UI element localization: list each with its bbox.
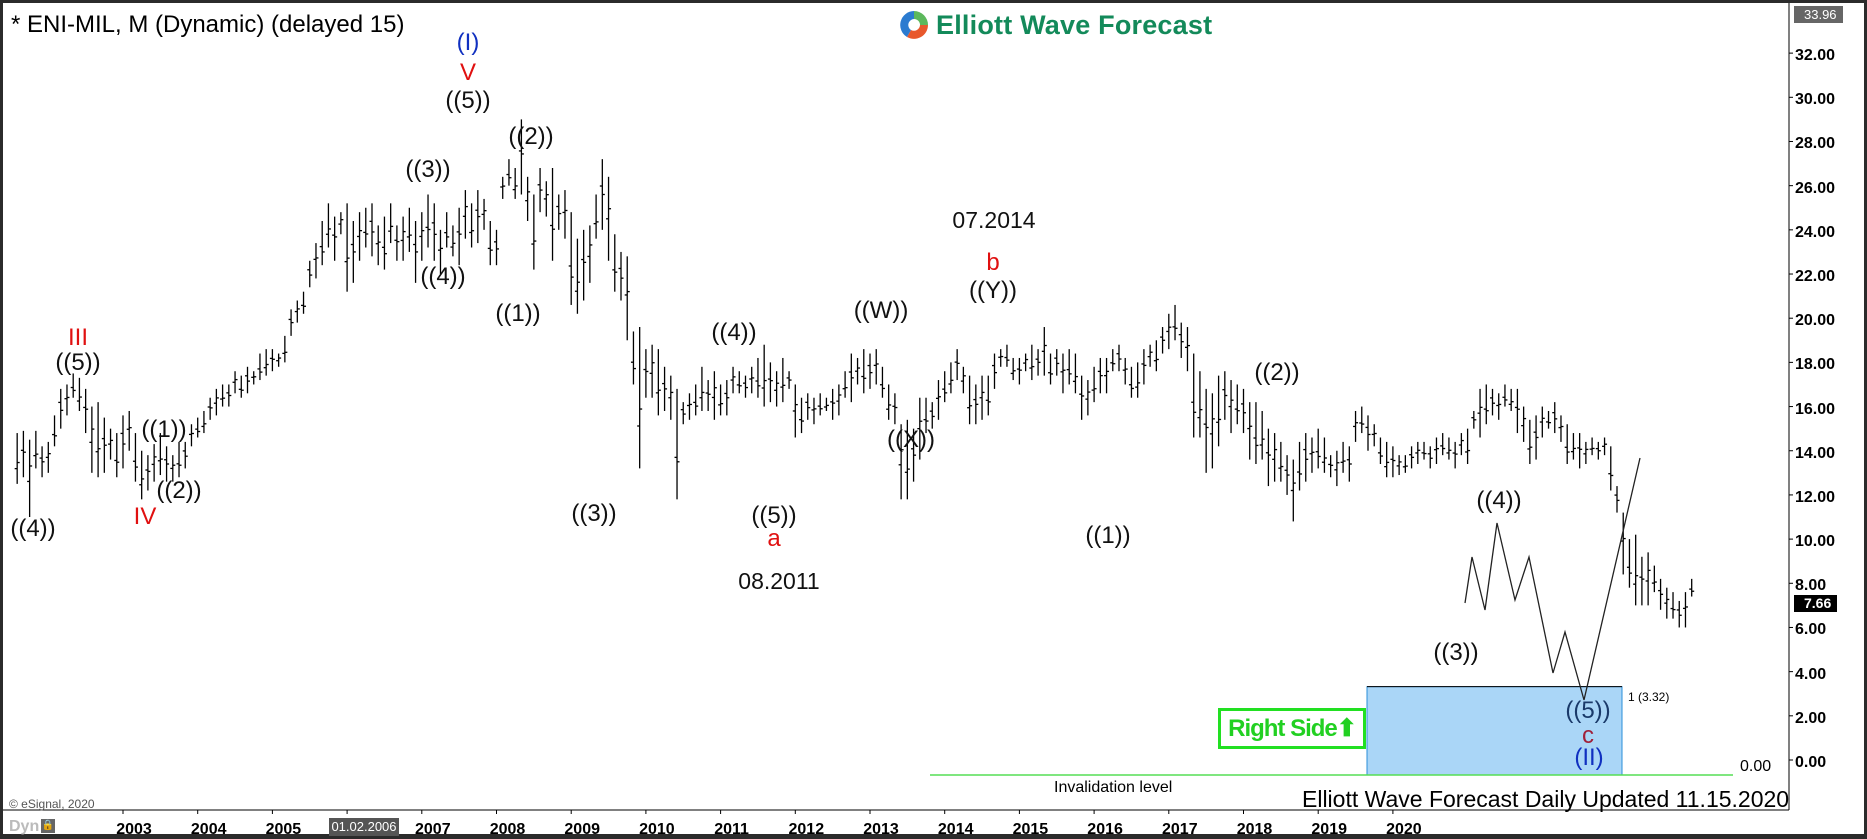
target-box bbox=[1366, 686, 1623, 776]
y-tick-label: 26.00 bbox=[1795, 179, 1836, 197]
invalidation-label: Invalidation level bbox=[1054, 779, 1173, 796]
arrow-up-icon: ⬆ bbox=[1336, 715, 1357, 742]
projection-path bbox=[1464, 457, 1641, 701]
wave-label: ((5)) bbox=[445, 87, 491, 114]
wave-label: ((4)) bbox=[10, 515, 56, 542]
x-tick-label: 2019 bbox=[1311, 821, 1347, 838]
wave-label: a bbox=[767, 525, 781, 552]
y-tick-label: 18.00 bbox=[1795, 356, 1836, 374]
wave-label: ((1)) bbox=[1085, 522, 1131, 549]
cursor-date-tag: 01.02.2006 bbox=[329, 818, 399, 836]
wave-label: 08.2011 bbox=[738, 568, 820, 594]
wave-label: ((5)) bbox=[55, 349, 101, 376]
wave-label: (I) bbox=[456, 29, 480, 56]
wave-label: ((2)) bbox=[156, 477, 202, 504]
wave-label: c bbox=[1582, 722, 1594, 749]
wave-label: ((4)) bbox=[1476, 487, 1522, 514]
y-tick-label: 14.00 bbox=[1795, 444, 1836, 462]
chart-title: * ENI-MIL, M (Dynamic) (delayed 15) bbox=[11, 11, 405, 38]
x-tick-label: 2005 bbox=[265, 821, 302, 838]
x-tick-label: 2011 bbox=[714, 821, 749, 838]
x-tick-label: 2016 bbox=[1087, 821, 1123, 838]
top-price-tag: 33.96 bbox=[1794, 6, 1843, 23]
right-side-label: Right Side bbox=[1228, 715, 1338, 742]
wave-label: ((X)) bbox=[887, 426, 935, 453]
current-price-tag: 7.66 bbox=[1794, 595, 1838, 612]
invalidation-value: 0.00 bbox=[1740, 758, 1772, 775]
x-tick-label: 2015 bbox=[1012, 821, 1049, 838]
wave-label: (II) bbox=[1574, 744, 1604, 771]
y-tick-label: 20.00 bbox=[1795, 312, 1836, 330]
x-axis-ticks bbox=[122, 810, 1394, 814]
wave-label: ((2)) bbox=[508, 123, 554, 150]
price-chart[interactable] bbox=[3, 3, 1864, 834]
chart-frame: * ENI-MIL, M (Dynamic) (delayed 15) Elli… bbox=[3, 3, 1864, 838]
wave-label: 07.2014 bbox=[952, 207, 1036, 233]
y-tick-label: 10.00 bbox=[1795, 533, 1836, 551]
x-tick-label: 2009 bbox=[564, 821, 600, 838]
wave-label: ((3)) bbox=[1433, 639, 1479, 666]
x-tick-label: 2017 bbox=[1162, 821, 1198, 838]
wave-label: V bbox=[459, 59, 477, 86]
x-tick-label: 2012 bbox=[788, 821, 825, 838]
wave-label: ((3)) bbox=[405, 156, 451, 183]
wave-label: ((1)) bbox=[495, 300, 541, 327]
y-tick-label: 2.00 bbox=[1795, 709, 1827, 727]
lock-icon[interactable]: 🔒 bbox=[41, 819, 55, 833]
y-tick-label: 16.00 bbox=[1795, 400, 1836, 418]
wave-label: ((5)) bbox=[751, 502, 797, 529]
logo-text: Elliott Wave Forecast bbox=[936, 9, 1213, 40]
y-tick-label: 0.00 bbox=[1795, 754, 1827, 771]
wave-label: IV bbox=[133, 503, 157, 530]
x-tick-label: 2020 bbox=[1386, 821, 1422, 838]
x-tick-label: 2007 bbox=[415, 821, 451, 838]
y-tick-label: 24.00 bbox=[1795, 223, 1836, 241]
wave-label: ((1)) bbox=[141, 416, 187, 443]
wave-label: ((3)) bbox=[571, 500, 617, 527]
wave-label: ((4)) bbox=[711, 319, 757, 346]
y-tick-label: 4.00 bbox=[1795, 665, 1827, 683]
logo: Elliott Wave Forecast bbox=[898, 9, 1212, 41]
wave-label: ((W)) bbox=[853, 297, 909, 324]
copyright: © eSignal, 2020 bbox=[9, 797, 95, 811]
y-tick-label: 32.00 bbox=[1795, 47, 1836, 65]
y-tick-label: 22.00 bbox=[1795, 268, 1836, 286]
y-tick-label: 30.00 bbox=[1795, 91, 1836, 109]
x-tick-label: 2013 bbox=[863, 821, 899, 838]
y-axis-ticks bbox=[1789, 52, 1793, 761]
x-tick-label: 2003 bbox=[116, 821, 152, 838]
x-tick-label: 2004 bbox=[190, 821, 227, 838]
wave-label: b bbox=[986, 249, 1000, 276]
x-tick-label: 2008 bbox=[489, 821, 526, 838]
x-tick-label: 2014 bbox=[937, 821, 974, 838]
x-tick-label: 2018 bbox=[1236, 821, 1273, 838]
wave-label: ((5)) bbox=[1565, 697, 1611, 724]
x-tick-label: 2010 bbox=[639, 821, 675, 838]
updated-banner: Elliott Wave Forecast Daily Updated 11.1… bbox=[1302, 786, 1790, 812]
wave-label: ((Y)) bbox=[969, 277, 1017, 304]
logo-icon bbox=[900, 11, 928, 39]
wave-label: ((2)) bbox=[1254, 359, 1300, 386]
y-tick-label: 6.00 bbox=[1795, 621, 1827, 639]
wave-label: III bbox=[67, 324, 89, 351]
dyn-label[interactable]: Dyn bbox=[9, 818, 40, 835]
wave-label: ((4)) bbox=[420, 263, 466, 290]
y-tick-label: 8.00 bbox=[1795, 577, 1827, 595]
fib-target-label: 1 (3.32) bbox=[1628, 690, 1670, 704]
ohlc-bars bbox=[14, 119, 1695, 628]
y-tick-label: 12.00 bbox=[1795, 488, 1836, 506]
y-tick-label: 28.00 bbox=[1795, 135, 1836, 153]
right-side-badge: Right Side⬆ bbox=[1218, 708, 1366, 749]
